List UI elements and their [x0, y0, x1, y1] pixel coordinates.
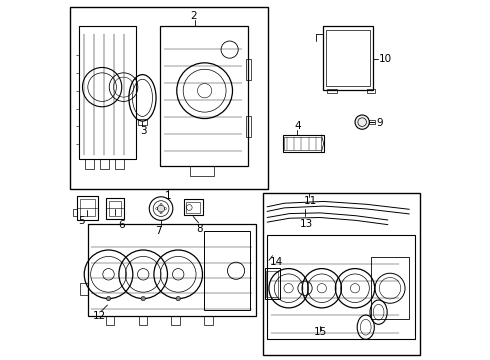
Bar — [88, 224, 256, 316]
Bar — [70, 7, 268, 189]
Circle shape — [176, 296, 180, 301]
Bar — [186, 202, 200, 213]
Bar — [367, 89, 375, 93]
Bar — [106, 316, 114, 325]
Bar — [283, 135, 323, 152]
Bar — [263, 193, 420, 355]
Text: 1: 1 — [165, 191, 172, 201]
Bar — [245, 59, 251, 80]
Bar — [73, 208, 77, 216]
Bar — [190, 166, 214, 176]
Text: 11: 11 — [304, 197, 317, 206]
Bar — [106, 198, 124, 219]
Bar — [204, 231, 249, 310]
Bar — [109, 202, 122, 216]
Bar — [326, 30, 369, 86]
Text: 15: 15 — [314, 327, 327, 337]
Text: 13: 13 — [300, 219, 314, 229]
Text: 4: 4 — [294, 121, 301, 131]
Bar — [267, 235, 416, 339]
Bar — [80, 283, 88, 295]
Bar — [160, 26, 247, 166]
Bar — [85, 158, 94, 168]
Bar — [323, 26, 373, 90]
Circle shape — [355, 115, 369, 129]
Bar — [138, 119, 147, 125]
Bar — [79, 199, 95, 216]
Bar — [327, 89, 337, 93]
Text: 8: 8 — [196, 224, 202, 234]
Bar — [172, 316, 180, 325]
Bar — [371, 257, 409, 319]
Bar — [369, 120, 375, 124]
Bar — [139, 316, 147, 325]
Bar — [77, 196, 98, 220]
Text: 2: 2 — [190, 11, 196, 21]
Text: 5: 5 — [78, 216, 85, 226]
Bar — [184, 199, 203, 215]
Bar — [284, 138, 321, 150]
Bar — [79, 26, 136, 158]
Text: 14: 14 — [270, 257, 283, 267]
Bar — [245, 116, 251, 137]
Circle shape — [157, 205, 165, 212]
Bar — [100, 158, 109, 168]
Circle shape — [141, 296, 146, 301]
Text: 6: 6 — [119, 220, 125, 230]
Text: 9: 9 — [377, 118, 383, 128]
Circle shape — [106, 296, 111, 301]
Text: 7: 7 — [155, 226, 162, 236]
Bar — [115, 158, 124, 168]
Text: 12: 12 — [93, 311, 106, 321]
Bar — [266, 271, 278, 297]
Text: 3: 3 — [140, 126, 147, 136]
Text: 10: 10 — [379, 54, 392, 64]
Bar — [265, 268, 280, 298]
Bar — [204, 316, 213, 325]
